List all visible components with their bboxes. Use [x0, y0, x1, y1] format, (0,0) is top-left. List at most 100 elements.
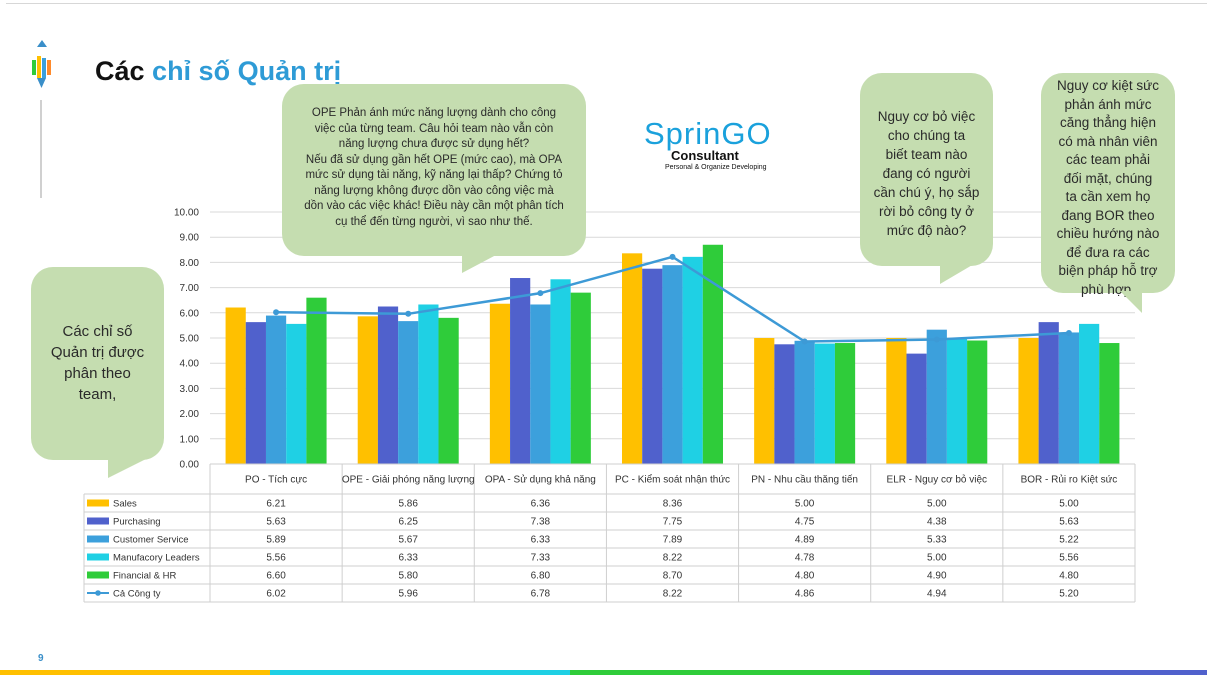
- data-label: 5.80: [398, 571, 418, 582]
- data-label: 5.63: [1059, 517, 1079, 528]
- data-label: 6.25: [398, 517, 418, 528]
- footer-stripe-2: [270, 670, 570, 675]
- data-label: 6.80: [531, 571, 551, 582]
- line-point: [537, 290, 544, 297]
- bar: [357, 316, 378, 464]
- legend-label: Financial & HR: [113, 571, 176, 582]
- callout-left: Các chỉ số Quản trị được phân theo team,: [31, 267, 164, 460]
- y-tick-label: 0.00: [180, 460, 200, 471]
- bar: [510, 278, 531, 464]
- category-label: ELR - Nguy cơ bỏ việc: [887, 474, 987, 486]
- callout-elr: Nguy cơ bỏ việc cho chúng ta biết team n…: [860, 73, 993, 266]
- bar: [418, 304, 439, 464]
- data-label: 4.78: [795, 553, 815, 564]
- data-label: 5.00: [927, 553, 947, 564]
- data-label: 5.56: [266, 553, 286, 564]
- bar: [377, 306, 399, 464]
- category-label: OPE - Giải phóng năng lượng: [342, 475, 475, 486]
- y-tick-label: 8.00: [180, 258, 200, 269]
- category-label-line: PN - Nhu cầu thăng tiến: [751, 474, 858, 486]
- data-label: 8.36: [663, 499, 683, 510]
- data-label: 6.02: [266, 589, 286, 600]
- y-tick-label: 1.00: [180, 434, 200, 445]
- bar: [682, 256, 703, 464]
- legend-key: [87, 499, 109, 507]
- page-title: Các chỉ số Quản trị: [95, 56, 341, 87]
- y-tick-label: 10.00: [174, 208, 199, 219]
- line-point: [933, 336, 940, 343]
- pencil-logo-icon: [32, 40, 51, 88]
- callout-bor-text: Nguy cơ kiệt sức phản ánh mức căng thẳng…: [1056, 78, 1160, 297]
- y-tick-label: 3.00: [180, 384, 200, 395]
- data-label: 8.22: [663, 553, 683, 564]
- line-point: [669, 253, 676, 260]
- data-label: 5.20: [1059, 589, 1079, 600]
- legend-label: Purchasing: [113, 517, 161, 528]
- data-label: 6.33: [398, 553, 418, 564]
- data-label: 7.89: [663, 535, 683, 546]
- bar: [642, 268, 663, 464]
- data-label: 7.33: [531, 553, 551, 564]
- y-tick-label: 4.00: [180, 359, 200, 370]
- callout-elr-tail: [940, 264, 974, 284]
- bar: [754, 338, 775, 464]
- data-label: 4.90: [927, 571, 947, 582]
- bar: [794, 340, 815, 464]
- y-tick-label: 6.00: [180, 308, 200, 319]
- category-label: OPA - Sử dụng khả năng: [485, 474, 596, 486]
- data-label: 7.38: [531, 517, 551, 528]
- data-label: 6.36: [531, 499, 551, 510]
- data-label: 5.00: [927, 499, 947, 510]
- data-label: 5.00: [1059, 499, 1079, 510]
- data-label: 5.96: [398, 589, 418, 600]
- callout-left-text: Các chỉ số Quản trị được phân theo team,: [50, 323, 145, 403]
- bar: [1058, 332, 1080, 464]
- brand-subtitle: Consultant: [671, 148, 739, 163]
- data-label: 5.67: [398, 535, 418, 546]
- bar: [570, 292, 591, 464]
- data-label: 4.38: [927, 517, 947, 528]
- bar: [306, 297, 327, 464]
- top-divider: [6, 3, 1207, 4]
- bar: [1038, 322, 1059, 464]
- data-label: 4.86: [795, 589, 815, 600]
- y-tick-label: 5.00: [180, 334, 200, 345]
- category-label: PO - Tích cực: [245, 475, 307, 486]
- data-label: 5.63: [266, 517, 286, 528]
- category-label-line: PC - Kiểm soát nhận thức: [615, 474, 730, 486]
- data-label: 4.80: [795, 571, 815, 582]
- data-label: 4.80: [1059, 571, 1079, 582]
- bar: [1099, 343, 1120, 464]
- legend-key: [87, 535, 109, 543]
- data-label: 8.22: [663, 589, 683, 600]
- page-number: 9: [38, 653, 44, 664]
- legend-key: [87, 571, 109, 579]
- bar: [245, 322, 266, 464]
- category-label-line: ELR - Nguy cơ bỏ việc: [887, 474, 987, 486]
- bar: [906, 353, 927, 464]
- bar: [774, 344, 795, 464]
- data-label: 5.89: [266, 535, 286, 546]
- footer-stripe-1: [0, 670, 270, 675]
- bar: [662, 265, 683, 464]
- data-label: 4.94: [927, 589, 947, 600]
- line-point: [405, 310, 412, 317]
- legend-key: [87, 517, 109, 525]
- title-highlight: chỉ số Quản trị: [152, 56, 342, 86]
- bar: [1079, 323, 1100, 464]
- callout-ope: OPE Phản ánh mức năng lượng dành cho côn…: [282, 84, 586, 256]
- y-tick-label: 9.00: [180, 233, 200, 244]
- bar: [702, 244, 723, 464]
- callout-left-tail: [108, 458, 148, 478]
- bar: [438, 317, 459, 464]
- bar: [398, 321, 419, 464]
- callout-bor: Nguy cơ kiệt sức phản ánh mức căng thẳng…: [1041, 73, 1175, 297]
- bar: [622, 253, 643, 464]
- category-label: PN - Nhu cầu thăng tiến: [751, 474, 858, 486]
- y-tick-label: 2.00: [180, 409, 200, 420]
- brand-logo: SprinGO Consultant Personal & Organize D…: [640, 112, 790, 182]
- data-label: 6.33: [531, 535, 551, 546]
- bar: [967, 340, 988, 464]
